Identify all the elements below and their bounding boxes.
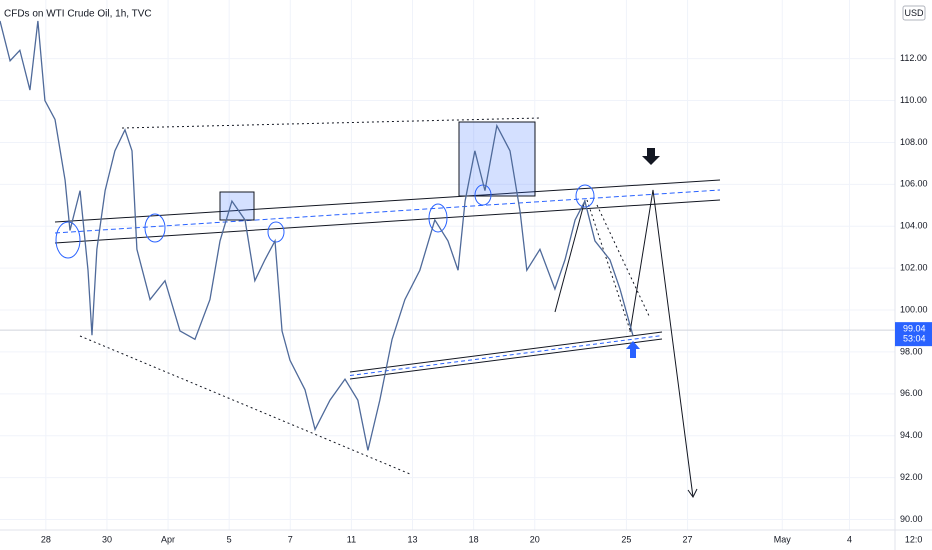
series	[0, 20, 634, 451]
y-tick-label: 108.00	[900, 137, 928, 147]
chart-title: CFDs on WTI Crude Oil, 1h, TVC	[4, 9, 152, 20]
grid	[0, 0, 895, 530]
trend-line	[79, 335, 411, 475]
x-tick-label: 12:0	[905, 534, 923, 544]
circle	[575, 184, 595, 208]
x-tick-label: 25	[621, 534, 631, 544]
x-tick-label: May	[774, 534, 792, 544]
arrow-head	[687, 488, 698, 498]
x-tick-label: 13	[408, 534, 418, 544]
x-tick-label: Apr	[161, 534, 175, 544]
y-tick-label: 112.00	[900, 53, 927, 63]
circle	[267, 221, 285, 243]
x-tick-label: 18	[469, 534, 479, 544]
y-tick-label: 98.00	[900, 346, 923, 356]
last-price-box	[895, 322, 932, 347]
up-arrow	[626, 341, 640, 358]
trend-line	[54, 179, 721, 223]
currency-box	[902, 5, 926, 21]
y-tick-label: 94.00	[900, 430, 923, 440]
trend-line	[596, 204, 651, 319]
y-tick-label: 102.00	[900, 263, 928, 273]
y-tick-label: 104.00	[900, 221, 928, 231]
countdown: 53:04	[903, 334, 926, 344]
down-arrow	[642, 148, 660, 165]
box	[458, 121, 536, 197]
x-tick-label: 4	[847, 534, 852, 544]
x-tick-label: 30	[102, 534, 112, 544]
x-tick-label: 27	[683, 534, 693, 544]
y-tick-label: 90.00	[900, 514, 923, 524]
y-tick-label: 106.00	[900, 179, 928, 189]
x-tick-label: 20	[530, 534, 540, 544]
drawings	[54, 117, 721, 498]
trend-line	[349, 331, 663, 373]
axes: 90.00 92.00 94.00 96.00 98.00 100.00 102.00 104…	[41, 53, 932, 544]
trend-line	[54, 199, 721, 244]
y-tick-label: 96.00	[900, 388, 923, 398]
trend-line	[54, 189, 721, 234]
projection	[554, 199, 586, 313]
trend-line	[349, 338, 663, 380]
circle	[428, 203, 448, 233]
x-tick-label: 11	[347, 534, 356, 544]
last-price: 99.04	[903, 324, 926, 334]
x-tick-label: 28	[41, 534, 51, 544]
circle	[144, 213, 166, 243]
x-tick-label: 5	[227, 534, 232, 544]
x-tick-label: 7	[288, 534, 293, 544]
y-tick-label: 92.00	[900, 472, 923, 482]
trend-line	[349, 335, 663, 376]
y-tick-label: 100.00	[900, 304, 928, 314]
circle	[55, 221, 81, 259]
currency: USD	[904, 8, 924, 18]
projection	[629, 189, 694, 498]
y-tick-label: 110.00	[900, 95, 927, 105]
price-line	[0, 20, 634, 451]
box	[219, 191, 255, 221]
